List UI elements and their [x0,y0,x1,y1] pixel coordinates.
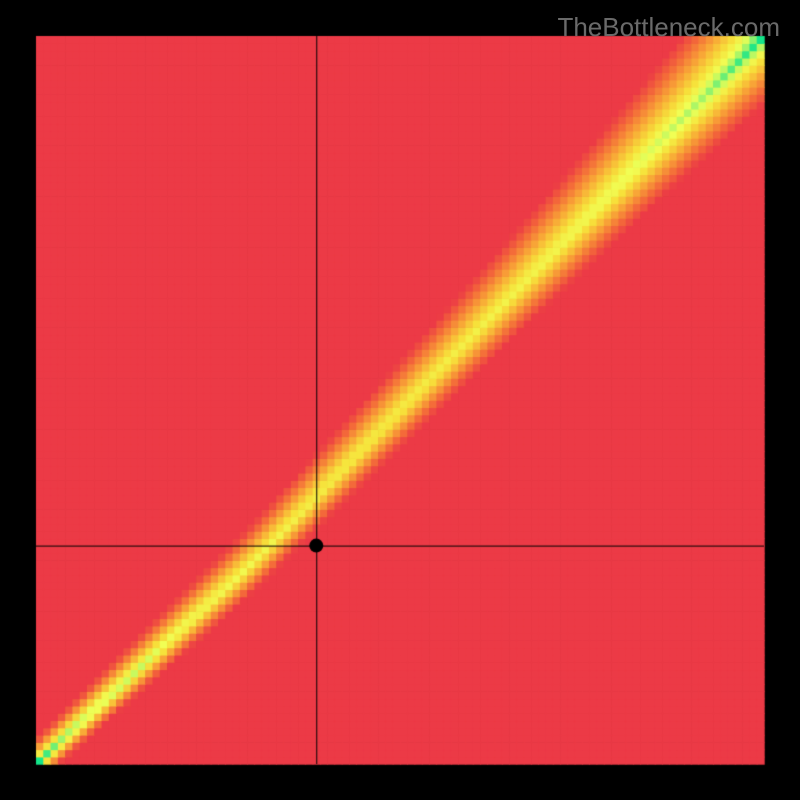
bottleneck-heatmap-figure: { "watermark": { "text": "TheBottleneck.… [0,0,800,800]
watermark-text: TheBottleneck.com [557,12,780,43]
heatmap-canvas [0,0,800,800]
